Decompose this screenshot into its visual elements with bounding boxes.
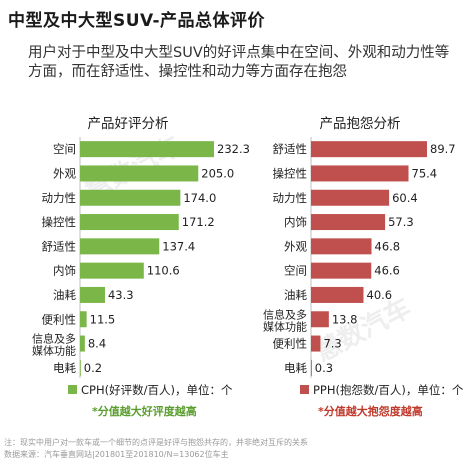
praise-chart-title: 产品好评分析 xyxy=(88,116,169,132)
complaint-category-label: 内饰 xyxy=(284,215,307,229)
page-title: 中型及中大型SUV-产品总体评价 xyxy=(8,11,266,31)
complaint-value-label: 7.3 xyxy=(323,337,341,351)
praise-value-label: 174.0 xyxy=(183,191,216,205)
praise-category-label: 外观 xyxy=(53,166,76,180)
complaint-value-label: 13.8 xyxy=(332,312,358,326)
complaint-value-label: 60.4 xyxy=(392,191,418,205)
complaint-category-label: 舒适性 xyxy=(273,142,308,156)
praise-category-label: 舒适性 xyxy=(42,239,77,253)
praise-bar xyxy=(80,359,81,376)
complaint-category-label: 操控性 xyxy=(273,166,308,180)
complaint-legend-swatch xyxy=(300,385,309,394)
complaint-bar xyxy=(311,189,390,206)
complaint-category-label: 动力性 xyxy=(273,191,308,205)
footer: 注：现实中用户对一款车或一个细节的点评是好评与抱怨共存的，并非绝对互斥的关系 数… xyxy=(4,437,308,461)
praise-value-label: 110.6 xyxy=(147,264,180,278)
praise-category-label: 油耗 xyxy=(53,288,76,302)
complaint-bar xyxy=(311,214,386,231)
praise-bar xyxy=(80,165,199,182)
praise-bar xyxy=(80,262,144,279)
praise-category-label: 电耗 xyxy=(53,361,76,375)
complaint-bar xyxy=(311,165,409,182)
complaint-value-label: 89.7 xyxy=(430,142,456,156)
praise-category-label-line2: 媒体功能 xyxy=(32,344,76,358)
praise-bar xyxy=(80,335,85,352)
complaint-value-label: 75.4 xyxy=(412,166,438,180)
complaint-bar xyxy=(311,141,427,158)
complaint-value-label: 46.6 xyxy=(374,264,400,278)
complaint-value-label: 46.8 xyxy=(375,239,401,253)
praise-value-label: 171.2 xyxy=(182,215,215,229)
complaint-legend-label: PPH(抱怨数/百人)，单位：个 xyxy=(313,383,464,397)
complaint-bar xyxy=(311,286,364,303)
praise-value-label: 232.3 xyxy=(217,142,250,156)
complaint-category-label: 外观 xyxy=(284,239,307,253)
page-subtitle: 用户对于中型及中大型SUV的好评点集中在空间、外观和动力性等方面，而在舒适性、操… xyxy=(28,45,450,80)
praise-value-label: 11.5 xyxy=(90,312,116,326)
praise-value-label: 205.0 xyxy=(201,166,234,180)
praise-value-label: 8.4 xyxy=(88,337,106,351)
praise-bar xyxy=(80,214,179,231)
praise-bar xyxy=(80,311,87,328)
praise-bar xyxy=(80,286,105,303)
praise-bar xyxy=(80,141,214,158)
praise-category-label: 内饰 xyxy=(53,264,76,278)
complaint-category-label: 油耗 xyxy=(284,288,307,302)
praise-legend-label: CPH(好评数/百人)，单位：个 xyxy=(81,383,233,397)
complaint-value-label: 57.3 xyxy=(388,215,414,229)
praise-bar xyxy=(80,238,160,255)
praise-category-label: 信息及多 xyxy=(32,332,76,346)
complaint-value-label: 0.3 xyxy=(315,361,333,375)
praise-bar xyxy=(80,189,181,206)
praise-category-label: 操控性 xyxy=(42,215,77,229)
praise-value-label: 0.2 xyxy=(84,361,102,375)
complaint-category-label-line2: 媒体功能 xyxy=(263,319,307,333)
praise-legend-swatch xyxy=(68,385,77,394)
praise-note: *分值越大好评度越高 xyxy=(92,404,197,418)
footer-note: 注：现实中用户对一款车或一个细节的点评是好评与抱怨共存的，并非绝对互斥的关系 xyxy=(4,438,308,447)
complaint-chart-title: 产品抱怨分析 xyxy=(320,116,401,132)
complaint-value-label: 40.6 xyxy=(367,288,393,302)
complaint-note: *分值越大抱怨度越高 xyxy=(318,404,423,418)
complaint-bar xyxy=(311,335,321,352)
praise-category-label: 便利性 xyxy=(42,312,77,326)
praise-category-label: 动力性 xyxy=(42,191,77,205)
complaint-category-label: 空间 xyxy=(284,264,307,278)
complaint-category-label: 信息及多 xyxy=(263,307,307,321)
praise-value-label: 43.3 xyxy=(108,288,134,302)
complaint-bar xyxy=(311,262,372,279)
footer-source: 数据来源：汽车垂直网站|201801至201810/N=13062位车主 xyxy=(4,450,229,459)
complaint-category-label: 电耗 xyxy=(284,361,307,375)
praise-value-label: 137.4 xyxy=(162,239,195,253)
complaint-category-label: 便利性 xyxy=(273,337,308,351)
complaint-bar xyxy=(311,359,312,376)
complaint-bar xyxy=(311,238,372,255)
complaint-bar xyxy=(311,311,329,328)
praise-category-label: 空间 xyxy=(53,142,76,156)
